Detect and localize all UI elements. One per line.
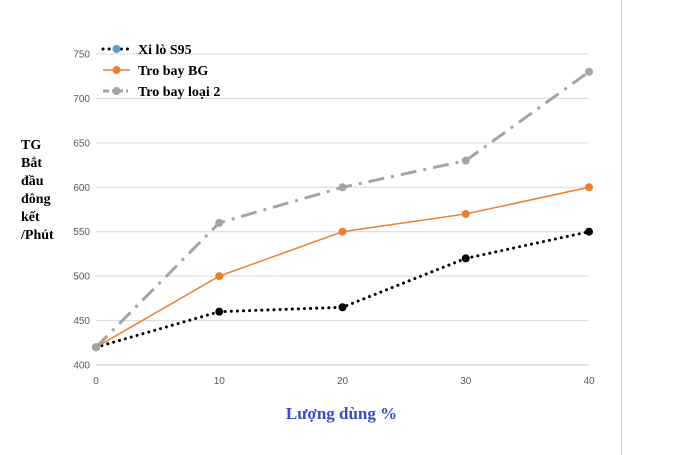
y-axis-label-line-2: đầu: [21, 174, 44, 189]
point-2-1: [215, 218, 224, 227]
chart: 400 450 500 550 600 650 700 750 0 10 20 30 40 Xi lò…: [73, 43, 595, 387]
point-1-3: [461, 209, 470, 218]
point-2-2: [338, 183, 347, 192]
y-axis-label-line-0: TG: [21, 138, 42, 153]
point-2-4: [585, 67, 593, 76]
x-axis-label: Lượng dùng %: [285, 404, 398, 423]
y-axis-label-line-4: kết: [21, 210, 40, 225]
y-tick-550: 550: [73, 227, 90, 238]
series-line-1: [95, 186, 590, 348]
legend-marker-2: [112, 87, 121, 95]
x-tick-labels: 0 10 20 30 40: [93, 376, 595, 387]
x-tick-0: 0: [93, 376, 99, 387]
y-axis-label-line-1: Bắt: [21, 156, 42, 171]
y-tick-600: 600: [73, 183, 90, 194]
series-line-0: [94, 230, 591, 349]
legend-label-0: Xi lò S95: [138, 43, 192, 58]
series-markers: [92, 67, 593, 352]
x-tick-10: 10: [214, 376, 226, 387]
legend-marker-1: [112, 66, 121, 74]
point-2-3: [461, 156, 470, 165]
y-tick-400: 400: [73, 361, 90, 372]
y-tick-700: 700: [73, 94, 90, 105]
grid-lines: [96, 53, 589, 366]
x-tick-40: 40: [583, 376, 595, 387]
point-0-4: [585, 227, 593, 236]
x-tick-30: 30: [460, 376, 472, 387]
legend-label-1: Tro bay BG: [138, 64, 208, 79]
y-axis-label-line-5: /Phút: [21, 228, 54, 243]
point-1-4: [585, 183, 593, 192]
point-0-1: [215, 307, 224, 316]
point-1-1: [215, 272, 224, 281]
legend: Xi lò S95 Tro bay BG Tro bay loại 2: [101, 43, 220, 100]
y-tick-650: 650: [73, 138, 90, 149]
y-axis-label-line-3: đông: [21, 192, 51, 207]
legend-marker-0: [112, 45, 121, 53]
point-0-3: [461, 254, 470, 263]
page-edge: [621, 0, 622, 455]
y-tick-450: 450: [73, 316, 90, 327]
point-1-2: [338, 227, 347, 236]
point-0-2: [338, 303, 347, 312]
y-tick-750: 750: [73, 50, 90, 61]
y-tick-500: 500: [73, 272, 90, 283]
point-2-0: [92, 343, 100, 352]
legend-label-2: Tro bay loại 2: [138, 85, 220, 100]
y-tick-labels: 400 450 500 550 600 650 700 750: [73, 50, 90, 372]
x-tick-20: 20: [337, 376, 349, 387]
